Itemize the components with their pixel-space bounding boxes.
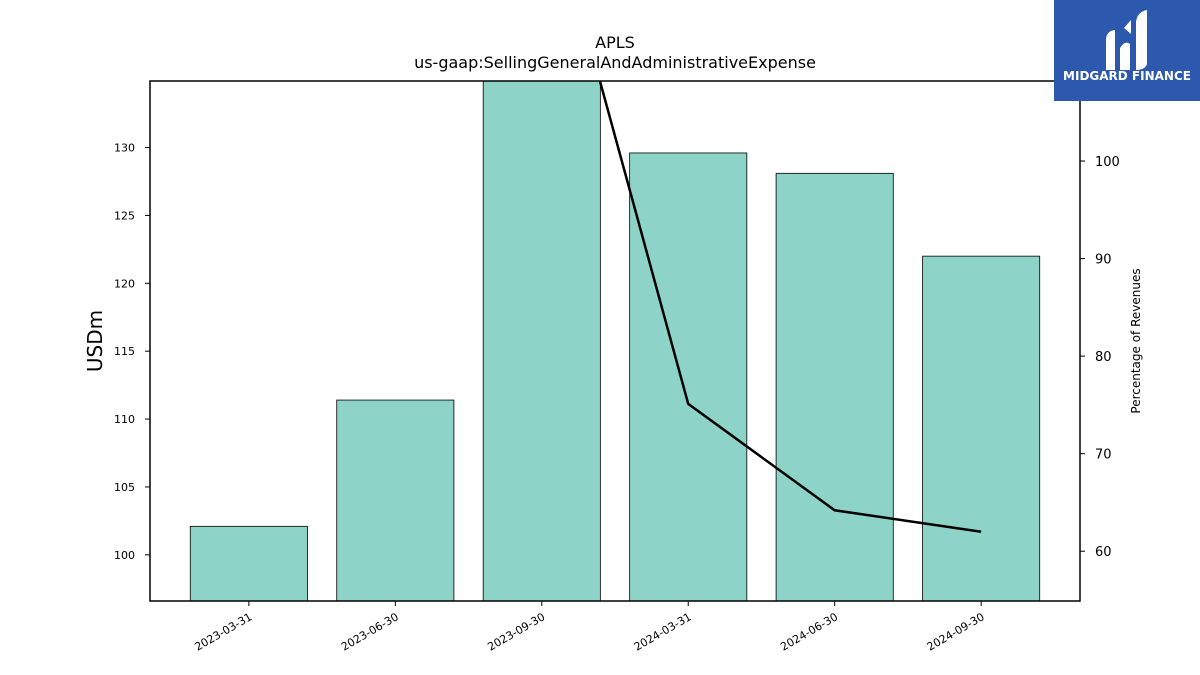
x-tick-label: 2024-06-30 xyxy=(778,610,840,653)
y2-axis-ticks: 60 70 80 90 100 xyxy=(1080,155,1120,560)
bar xyxy=(482,81,601,601)
y-axis-label: USDm xyxy=(83,310,107,372)
x-tick-label: 2023-03-31 xyxy=(192,610,254,653)
bar-series xyxy=(189,81,1041,601)
y-tick-label: 120 xyxy=(114,277,135,290)
brand-logo: MIDGARD FINANCE xyxy=(1054,0,1200,101)
y2-tick-label: 100 xyxy=(1095,155,1120,170)
y2-tick-label: 70 xyxy=(1095,448,1112,463)
bar xyxy=(189,525,308,601)
logo-wordmark: MIDGARD FINANCE xyxy=(1063,69,1191,83)
y-axis-ticks: 100 105 110 115 120 125 130 xyxy=(114,142,150,562)
y-tick-label: 105 xyxy=(114,481,135,494)
y-tick-label: 110 xyxy=(114,413,135,426)
y2-tick-label: 60 xyxy=(1095,545,1112,560)
y-tick-label: 130 xyxy=(114,142,135,155)
x-tick-label: 2023-06-30 xyxy=(339,610,401,653)
x-axis-ticks: 2023-03-31 2023-06-30 2023-09-30 2024-03-31… xyxy=(192,601,987,654)
y2-tick-label: 80 xyxy=(1095,350,1112,365)
bar xyxy=(775,172,894,601)
y-tick-label: 100 xyxy=(114,549,135,562)
chart-title: APLS xyxy=(595,33,635,52)
plot-frame xyxy=(149,80,1081,602)
y-tick-label: 125 xyxy=(114,209,135,222)
line-series xyxy=(598,81,982,533)
bar xyxy=(629,152,748,601)
x-tick-label: 2024-03-31 xyxy=(632,610,694,653)
chart-subtitle: us-gaap:SellingGeneralAndAdministrativeE… xyxy=(414,53,816,72)
logo-mark-icon xyxy=(1106,10,1147,70)
x-tick-label: 2023-09-30 xyxy=(485,610,547,653)
y2-axis-label: Percentage of Revenues xyxy=(1129,268,1143,413)
x-tick-label: 2024-09-30 xyxy=(925,610,987,653)
y2-tick-label: 90 xyxy=(1095,253,1112,268)
bar xyxy=(922,255,1041,601)
bar xyxy=(336,399,455,601)
y-tick-label: 115 xyxy=(114,345,135,358)
percentage-line xyxy=(598,81,982,533)
